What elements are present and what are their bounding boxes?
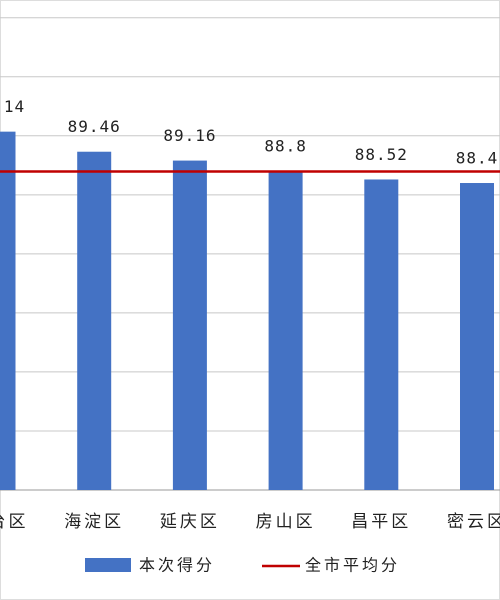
bar	[77, 151, 112, 490]
bar	[172, 160, 207, 490]
x-tick-label: 房山区	[256, 512, 316, 532]
legend-label: 本次得分	[139, 556, 215, 575]
value-label: 88.52	[355, 145, 408, 164]
bar	[364, 179, 399, 490]
x-tick-label: 昌平区	[351, 512, 411, 532]
legend-label: 全市平均分	[305, 556, 400, 575]
bar	[460, 183, 494, 490]
x-tick-label: 密云区	[447, 512, 500, 532]
x-tick-label: 延庆区	[160, 512, 220, 532]
value-label: 88.8	[264, 137, 307, 156]
value-label: 88.4	[456, 149, 499, 168]
value-label: 89.16	[163, 126, 216, 145]
bar	[0, 131, 16, 490]
x-tick-label: 海淀区	[64, 512, 124, 532]
value-label: 89.46	[68, 117, 121, 136]
bar	[268, 171, 303, 490]
x-tick-label: 丰台区	[0, 512, 29, 532]
legend-swatch	[85, 558, 131, 572]
value-label: 90.14	[0, 97, 25, 116]
